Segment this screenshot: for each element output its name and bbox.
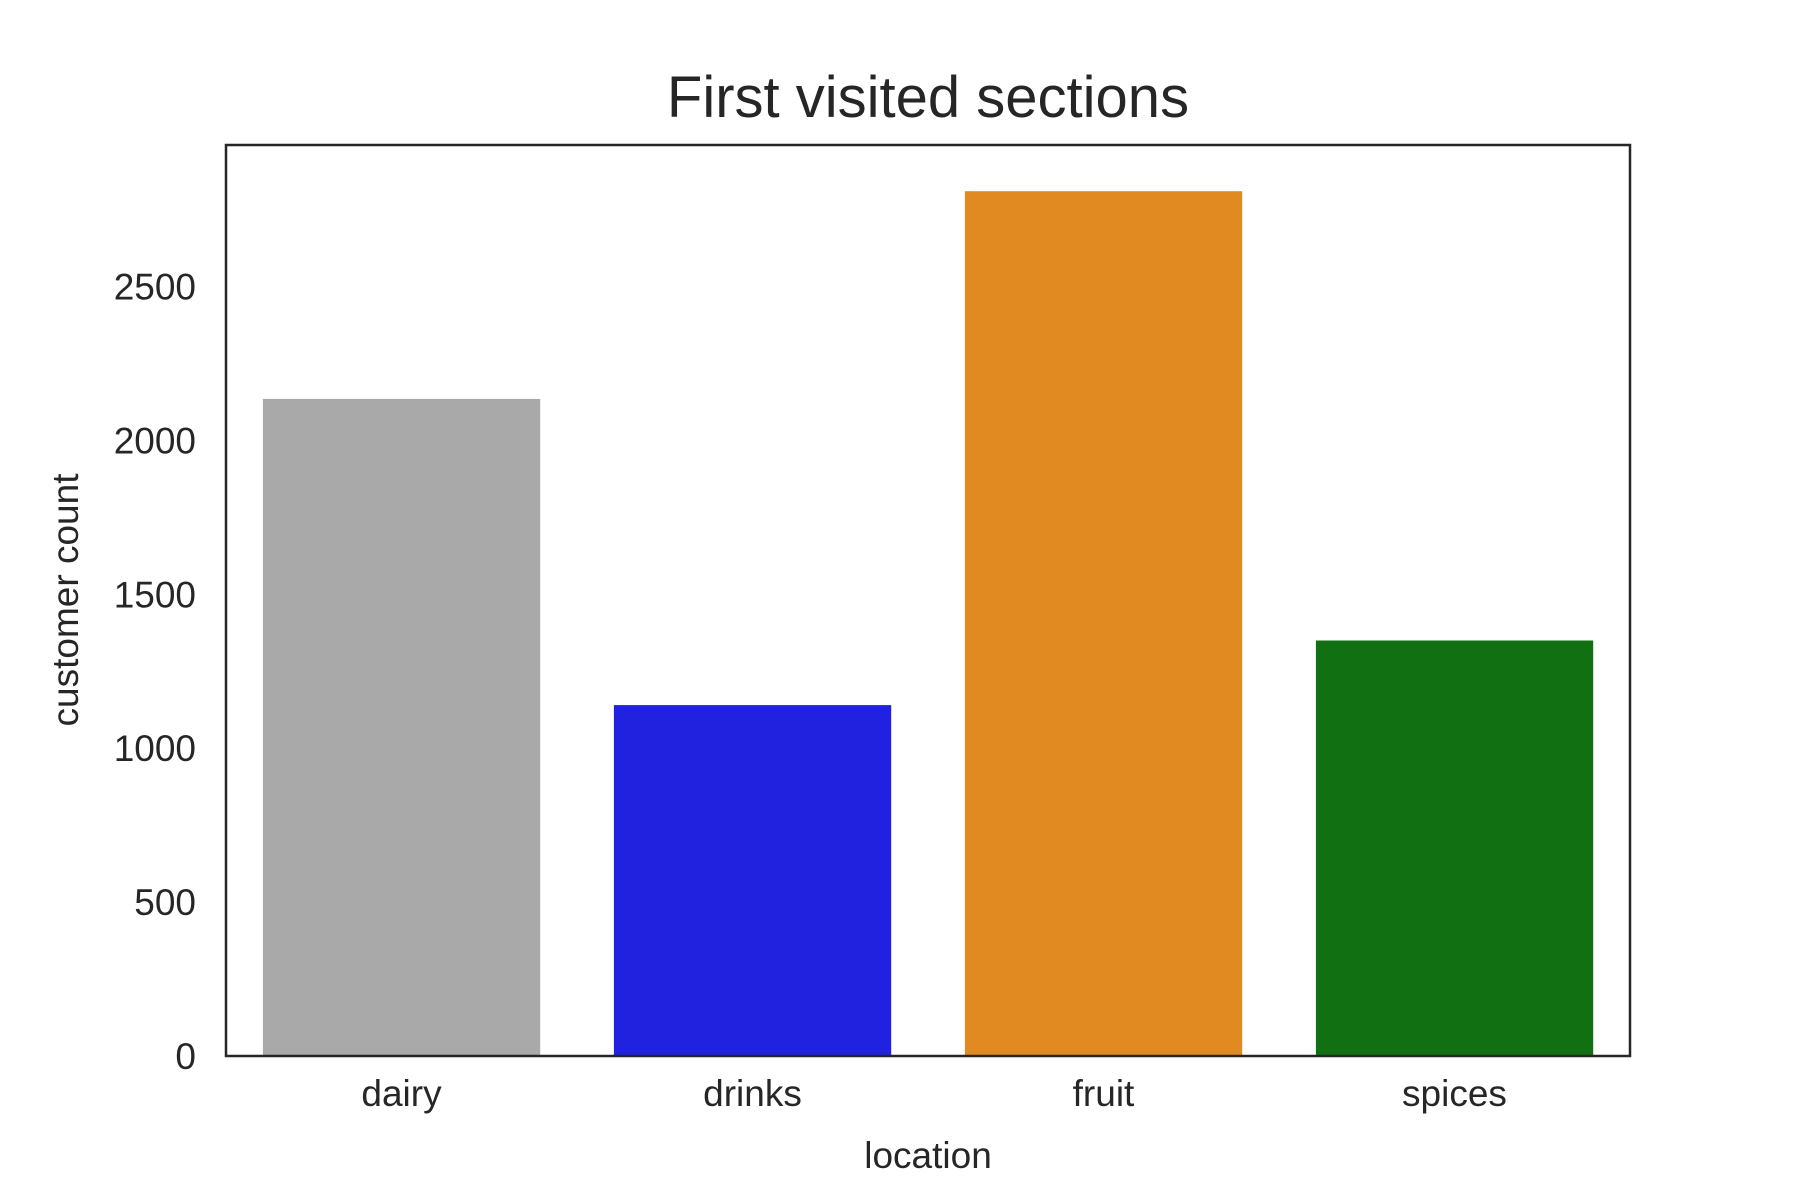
x-axis-label: location	[864, 1135, 992, 1176]
bar-dairy	[262, 398, 541, 1056]
x-tick-label: spices	[1402, 1073, 1507, 1114]
plot-frame	[224, 143, 1632, 1058]
bar-drinks	[613, 705, 892, 1056]
y-axis-label: customer count	[45, 473, 86, 727]
y-tick-label: 0	[175, 1036, 196, 1077]
bar-fruit	[964, 191, 1243, 1056]
bars-layer	[262, 191, 1594, 1056]
y-tick-label: 1000	[114, 728, 196, 769]
x-tick-label: dairy	[361, 1073, 442, 1114]
bar-spices	[1315, 640, 1594, 1056]
y-tick-label: 2500	[114, 267, 196, 308]
y-tick-label: 500	[134, 882, 196, 923]
x-tick-label: fruit	[1073, 1073, 1135, 1114]
y-tick-label: 2000	[114, 421, 196, 462]
x-axis-ticks: dairy drinks fruit spices	[361, 1073, 1507, 1114]
x-tick-label: drinks	[703, 1073, 802, 1114]
y-axis-ticks: 0 500 1000 1500 2000 2500	[114, 267, 196, 1077]
y-tick-label: 1500	[114, 574, 196, 615]
chart-title: First visited sections	[667, 65, 1189, 130]
